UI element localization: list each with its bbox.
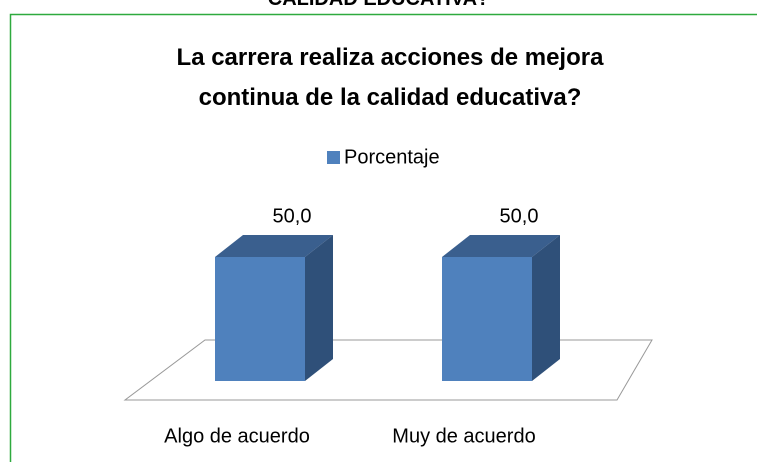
bar-top <box>215 235 333 257</box>
x-tick-label: Algo de acuerdo <box>164 425 310 447</box>
value-label: 50,0 <box>500 205 539 227</box>
bar-front <box>215 257 305 381</box>
floor <box>123 339 653 401</box>
legend-label: Porcentaje <box>344 146 440 168</box>
frame <box>9 13 757 462</box>
x-tick-label: Muy de acuerdo <box>392 425 535 447</box>
header-text: CALIDAD EDUCATIVA? <box>0 0 757 11</box>
bar <box>442 235 560 381</box>
bar-side <box>305 235 333 381</box>
bar-top <box>442 235 560 257</box>
bar-front <box>442 257 532 381</box>
legend-swatch <box>327 151 340 164</box>
value-label: 50,0 <box>273 205 312 227</box>
bar-side <box>532 235 560 381</box>
chart-title: La carrera realiza acciones de mejora co… <box>176 44 604 111</box>
bar <box>215 235 333 381</box>
